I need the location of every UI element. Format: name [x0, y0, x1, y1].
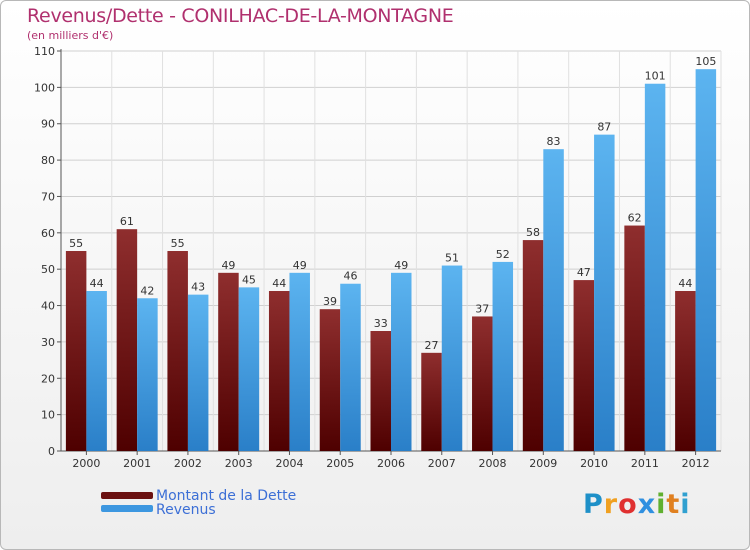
x-tick-label: 2002: [174, 457, 202, 470]
x-tick-label: 2001: [123, 457, 151, 470]
x-tick-label: 2007: [428, 457, 456, 470]
y-tick-label: 100: [34, 81, 55, 94]
chart-title: Revenus/Dette - CONILHAC-DE-LA-MONTAGNE: [27, 5, 454, 27]
legend-label-revenus: Revenus: [156, 502, 216, 518]
bar-dette: [675, 291, 696, 451]
x-tick-label: 2010: [580, 457, 608, 470]
data-label: 61: [120, 215, 134, 228]
data-label: 49: [394, 259, 408, 272]
bar-dette: [218, 272, 239, 451]
logo-letter: P: [583, 489, 604, 520]
logo-letter: i: [656, 489, 667, 520]
data-label: 49: [221, 259, 235, 272]
chart-subtitle: (en milliers d'€): [27, 29, 114, 42]
legend-swatch-dette: [101, 492, 153, 499]
y-tick-label: 110: [34, 45, 55, 58]
data-label: 101: [645, 70, 666, 83]
x-tick-label: 2006: [377, 457, 405, 470]
data-label: 44: [272, 277, 286, 290]
data-label: 51: [445, 252, 459, 265]
bar-revenus: [340, 283, 361, 451]
y-tick-label: 80: [41, 154, 55, 167]
proxiti-logo: Proxiti: [583, 489, 691, 520]
bar-revenus: [289, 272, 310, 451]
bar-dette: [573, 280, 595, 451]
data-label: 37: [475, 302, 489, 315]
data-label: 39: [323, 295, 337, 308]
logo-letter: i: [680, 489, 691, 520]
logo-letter: x: [637, 489, 657, 520]
y-tick-label: 0: [48, 445, 55, 458]
bar-revenus: [594, 134, 615, 452]
data-label: 83: [547, 135, 561, 148]
x-tick-label: 2009: [529, 457, 557, 470]
x-tick-label: 2004: [275, 457, 303, 470]
x-tick-label: 2012: [682, 457, 710, 470]
bar-dette: [472, 316, 493, 451]
bar-revenus: [187, 294, 209, 451]
bar-revenus: [543, 149, 564, 451]
x-tick-label: 2000: [72, 457, 100, 470]
y-tick-label: 10: [41, 409, 55, 422]
x-tick-label: 2003: [225, 457, 253, 470]
data-label: 44: [90, 277, 104, 290]
x-tick-label: 2011: [631, 457, 659, 470]
bar-revenus: [492, 261, 514, 451]
bar-dette: [370, 331, 391, 451]
data-label: 33: [374, 317, 388, 330]
bar-revenus: [695, 69, 717, 451]
data-label: 52: [496, 248, 510, 261]
bar-revenus: [644, 83, 666, 452]
bar-dette: [167, 251, 188, 451]
data-label: 55: [69, 237, 83, 250]
bar-dette: [319, 309, 341, 451]
y-tick-label: 60: [41, 227, 55, 240]
logo-letter: o: [618, 489, 638, 520]
data-label: 49: [293, 259, 307, 272]
data-label: 47: [577, 266, 591, 279]
bar-revenus: [391, 272, 412, 451]
bar-dette: [268, 291, 290, 451]
y-tick-label: 70: [41, 190, 55, 203]
data-label: 105: [695, 55, 716, 68]
data-label: 87: [597, 121, 611, 134]
bar-dette: [65, 251, 87, 451]
data-label: 44: [678, 277, 692, 290]
data-label: 55: [171, 237, 185, 250]
bar-dette: [421, 352, 442, 451]
bar-revenus: [86, 291, 107, 451]
legend-swatch-revenus: [101, 505, 153, 512]
data-label: 27: [425, 339, 439, 352]
y-tick-label: 90: [41, 118, 55, 131]
bar-revenus: [441, 265, 463, 451]
bar-revenus: [137, 298, 158, 451]
bar-revenus: [238, 287, 260, 451]
y-tick-label: 30: [41, 336, 55, 349]
data-label: 46: [343, 270, 357, 283]
bar-dette: [522, 240, 544, 451]
data-label: 42: [140, 284, 154, 297]
data-label: 45: [242, 273, 256, 286]
bar-dette: [116, 229, 138, 451]
logo-letter: r: [603, 489, 619, 520]
data-label: 43: [191, 281, 205, 294]
bar-dette: [624, 225, 645, 451]
y-tick-label: 50: [41, 263, 55, 276]
y-tick-label: 40: [41, 300, 55, 313]
logo-letter: t: [666, 489, 681, 520]
y-tick-label: 20: [41, 372, 55, 385]
data-label: 62: [628, 212, 642, 225]
x-tick-label: 2008: [479, 457, 507, 470]
legend-label-dette: Montant de la Dette: [156, 488, 297, 504]
x-tick-label: 2005: [326, 457, 354, 470]
data-label: 58: [526, 226, 540, 239]
